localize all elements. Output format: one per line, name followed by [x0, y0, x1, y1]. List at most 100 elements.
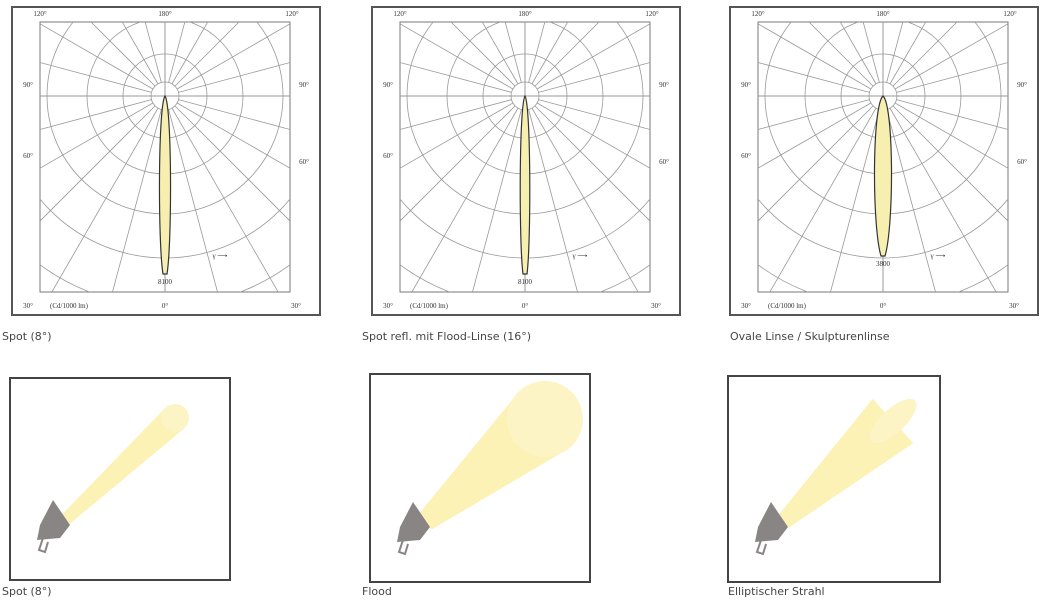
axis-label: 30°: [291, 302, 301, 310]
grid-ray: [400, 62, 512, 93]
beam-shape: [519, 94, 531, 275]
axis-label: γ ⟶: [212, 252, 228, 260]
grid-ray: [400, 99, 512, 130]
axis-label: 90°: [1017, 81, 1027, 89]
beam-end: [161, 404, 189, 432]
beam-illustration: Spot (8°): [2, 377, 231, 598]
lamp-bracket: [37, 537, 49, 554]
axis-label: 30°: [651, 302, 661, 310]
grid-ray: [40, 62, 152, 93]
grid-ray: [538, 99, 650, 130]
axis-label: 60°: [659, 158, 669, 166]
grid-ray: [40, 102, 154, 169]
axis-label: 90°: [23, 81, 33, 89]
grid-ray: [176, 23, 290, 90]
caption: Flood: [362, 585, 392, 598]
axis-label: 60°: [299, 158, 309, 166]
axis-label: γ ⟶: [572, 252, 588, 260]
grid-ray: [528, 109, 578, 292]
grid-ray: [889, 107, 997, 292]
grid-ray: [531, 22, 569, 85]
grid-ray: [896, 62, 1008, 93]
axis-label: 30°: [383, 302, 393, 310]
axis-label: 60°: [23, 152, 33, 160]
polar-diagram: 120° 180° 120° 90° 90° 60° 60° 30° (Cd/1000 lm) 0…: [729, 6, 1039, 343]
beam-end: [507, 381, 583, 457]
grid-ray: [178, 62, 290, 93]
caption: Ovale Linse / Skulpturenlinse: [730, 330, 890, 343]
lamp: [397, 502, 430, 542]
grid-ray: [892, 105, 1008, 222]
polar-diagram: 120° 180° 120° 90° 90° 60° 60° 30° (Cd/1000 lm) 0…: [2, 6, 321, 343]
grid-ray: [481, 22, 519, 85]
axis-label: 120°: [645, 10, 659, 18]
axis-label: 180°: [876, 10, 890, 18]
caption: Spot (8°): [2, 330, 52, 343]
grid-ray: [174, 22, 240, 87]
light-cone: [60, 407, 185, 525]
grid-ray: [90, 22, 156, 87]
grid-ray: [758, 99, 870, 130]
beam-illustration: Flood: [362, 373, 591, 598]
lamp: [37, 500, 70, 540]
axis-label: (Cd/1000 lm): [768, 302, 807, 310]
grid-ray: [536, 102, 650, 169]
grid-ray: [176, 102, 290, 169]
grid-ray: [894, 102, 1008, 169]
grid-ray: [400, 105, 516, 222]
grid-ray: [171, 107, 279, 292]
caption: Elliptischer Strahl: [728, 585, 825, 598]
grid-ray: [400, 23, 514, 90]
grid-ray: [538, 62, 650, 93]
axis-label: 30°: [1009, 302, 1019, 310]
axis-label: 0°: [880, 302, 887, 310]
peak-value: 8100: [158, 278, 173, 286]
beam-shape: [873, 95, 893, 257]
axis-label: 120°: [393, 10, 407, 18]
axis-label: 120°: [33, 10, 47, 18]
caption: Spot (8°): [2, 585, 52, 598]
axis-label: 30°: [741, 302, 751, 310]
axis-label: 30°: [23, 302, 33, 310]
axis-label: 180°: [158, 10, 172, 18]
grid-ray: [472, 109, 522, 292]
grid-ray: [534, 105, 650, 222]
lamp: [755, 502, 788, 542]
axis-label: 120°: [285, 10, 299, 18]
grid-ray: [839, 22, 877, 85]
grid-ray: [171, 22, 209, 85]
grid-ray: [758, 62, 870, 93]
axis-label: 90°: [383, 81, 393, 89]
grid-ray: [411, 107, 519, 292]
grid-ray: [40, 23, 154, 90]
grid-ray: [808, 22, 874, 87]
axis-label: 90°: [299, 81, 309, 89]
axis-label: (Cd/1000 lm): [410, 302, 449, 310]
lamp-bracket: [397, 539, 409, 556]
grid-ray: [896, 99, 1008, 130]
axis-label: 0°: [522, 302, 529, 310]
beam-shape: [158, 94, 172, 275]
grid-ray: [40, 99, 152, 130]
grid-ray: [112, 109, 162, 292]
grid-ray: [886, 109, 936, 292]
grid-ray: [121, 22, 159, 85]
grid-ray: [534, 22, 600, 87]
grid-ray: [892, 22, 958, 87]
grid-ray: [178, 99, 290, 130]
beam-end: [869, 398, 917, 444]
caption: Spot refl. mit Flood-Linse (16°): [362, 330, 531, 343]
axis-label: 0°: [162, 302, 169, 310]
grid-ray: [40, 105, 156, 222]
grid-ray: [531, 107, 639, 292]
grid-ray: [830, 109, 880, 292]
grid-ray: [174, 105, 290, 222]
grid-ray: [400, 102, 514, 169]
grid-ray: [536, 23, 650, 90]
axis-label: 60°: [1017, 158, 1027, 166]
axis-label: 120°: [751, 10, 765, 18]
grid-ray: [769, 107, 877, 292]
axis-label: 120°: [1003, 10, 1017, 18]
grid-ray: [758, 102, 872, 169]
